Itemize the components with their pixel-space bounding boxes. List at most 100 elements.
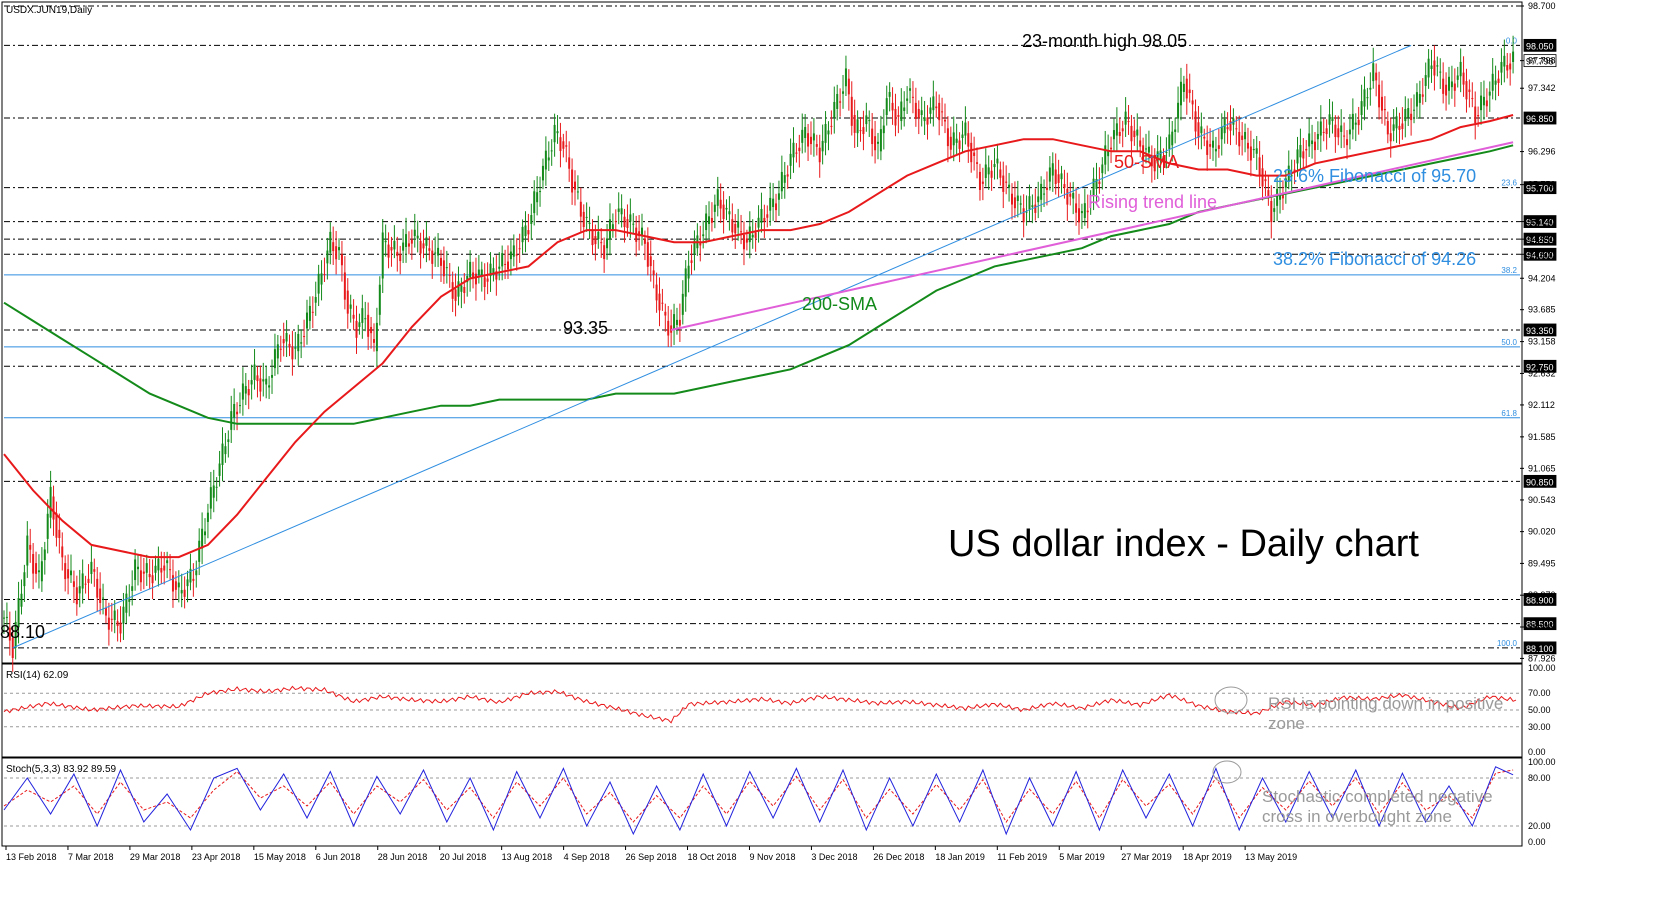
candle-body (807, 133, 810, 147)
candle-body (49, 486, 52, 518)
level-label-box (1523, 617, 1557, 631)
candle-body (87, 578, 90, 583)
candle-body (1034, 204, 1037, 213)
candle-body (673, 314, 676, 330)
candle-body (195, 570, 198, 576)
candle-body (35, 563, 38, 574)
candle-body (565, 145, 568, 147)
candle-body (550, 150, 553, 152)
candle-body (84, 583, 87, 585)
candle-body (993, 164, 996, 168)
candle-body (1436, 65, 1439, 67)
candle-body (809, 136, 812, 145)
candle-body (1447, 76, 1450, 91)
price-tick-label: 93.158 (1528, 337, 1556, 347)
candle-body (844, 68, 847, 87)
candle-body (568, 157, 571, 169)
indicator-lines (3, 44, 1514, 649)
candle-body (792, 142, 795, 158)
candle-body (469, 261, 472, 278)
candle-body (504, 263, 507, 265)
candle-body (562, 141, 565, 149)
candle-body (1171, 131, 1174, 146)
candle-body (230, 411, 233, 430)
candle-body (96, 578, 99, 598)
candle-body (1372, 63, 1375, 82)
candle-body (946, 128, 949, 147)
candle-body (1305, 148, 1308, 151)
candle-body (903, 107, 906, 111)
candle-body (37, 570, 40, 573)
candle-body (1150, 156, 1153, 167)
candle-body (1462, 72, 1465, 85)
time-tick-label: 18 Jan 2019 (935, 852, 985, 862)
candle-body (763, 217, 766, 222)
main-panel-label: USDX.JUN19,Daily (6, 5, 92, 16)
candle-body (236, 411, 239, 415)
candle-body (294, 347, 297, 349)
candle-body (1078, 208, 1081, 223)
candle-body (317, 273, 320, 294)
candle-body (460, 285, 463, 292)
candle-body (311, 311, 314, 313)
candle-body (652, 270, 655, 276)
candle-body (250, 380, 253, 385)
candle-body (984, 164, 987, 178)
candle-body (588, 222, 591, 224)
candle-body (702, 234, 705, 237)
annotation-stoch-line1: Stochastic completed negative (1262, 787, 1493, 806)
candle-body (204, 531, 207, 536)
price-tick-label: 88.445 (1528, 622, 1556, 632)
candle-body (574, 181, 577, 190)
candle-body (378, 284, 381, 315)
candle-body (1264, 179, 1267, 182)
candle-body (1145, 148, 1148, 150)
price-axis: 98.050 97.798 96.850 95.700 95.140 94.850 94.6… (1520, 1, 1557, 663)
candle-body (745, 238, 748, 243)
candle-body (1319, 121, 1322, 136)
candle-body (276, 344, 279, 359)
candle-body (472, 272, 475, 278)
candle-body (1453, 83, 1456, 91)
candle-body (340, 254, 343, 266)
candle-body (1383, 108, 1386, 111)
candle-body (355, 320, 358, 338)
candle-body (716, 189, 719, 206)
candle-body (1348, 129, 1351, 135)
candle-body (186, 579, 189, 587)
candle-body (719, 199, 722, 209)
candle-body (8, 627, 11, 641)
candle-body (1107, 150, 1110, 157)
price-tick-label: 95.750 (1528, 180, 1556, 190)
candle-body (920, 110, 923, 115)
candle-body (498, 266, 501, 269)
price-tick-label: 94.850 (1528, 234, 1556, 244)
rsi-axis-label: 0.00 (1528, 747, 1546, 757)
candle-body (1127, 121, 1130, 123)
candle-body (1474, 106, 1477, 124)
candle-body (122, 606, 125, 624)
candle-body (1165, 151, 1168, 153)
candle-body (725, 207, 728, 210)
candle-body (824, 123, 827, 143)
candle-body (393, 240, 396, 250)
price-tick-label: 88.970 (1528, 590, 1556, 600)
candle-body (1386, 121, 1389, 135)
price-tick-label: 89.495 (1528, 558, 1556, 568)
candle-body (305, 312, 308, 329)
candle-body (145, 563, 148, 573)
candle-body (909, 88, 912, 91)
candle-body (757, 217, 760, 228)
candle-body (291, 346, 294, 360)
candle-body (189, 568, 192, 583)
candle-body (1045, 187, 1048, 190)
candle-body (1139, 140, 1142, 147)
candle-body (1340, 125, 1343, 132)
candle-body (1334, 124, 1337, 138)
candle-body (591, 230, 594, 246)
price-tick-label: 95.140 (1528, 217, 1556, 227)
candle-body (273, 349, 276, 369)
candle-body (675, 319, 678, 325)
candle-body (661, 302, 664, 304)
time-tick-label: 7 Mar 2018 (68, 852, 114, 862)
